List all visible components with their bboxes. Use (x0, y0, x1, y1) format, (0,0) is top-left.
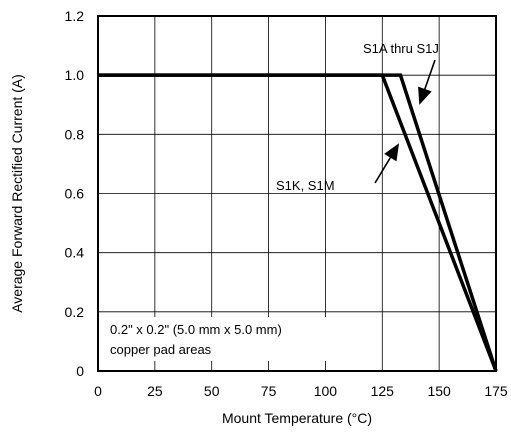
x-tick-label-125: 125 (371, 383, 395, 399)
y-tick-label-0: 0 (76, 363, 84, 379)
copper-pad-note: 0.2" x 0.2" (5.0 mm x 5.0 mm) copper pad… (104, 317, 354, 361)
y-tick-label-6: 1.2 (65, 8, 85, 24)
note-line-2: copper pad areas (110, 342, 212, 357)
plot-frame (97, 15, 497, 372)
series-label-s1a-thru-s1j: S1A thru S1J (363, 41, 439, 56)
x-axis-label: Mount Temperature (°C) (222, 410, 372, 426)
note-background (104, 317, 354, 361)
series-labels: S1A thru S1J S1K, S1M (276, 41, 439, 193)
x-tick-label-150: 150 (427, 383, 451, 399)
x-tick-label-100: 100 (314, 383, 338, 399)
x-tick-label-0: 0 (94, 383, 102, 399)
y-axis-label: Average Forward Rectified Current (A) (9, 74, 25, 313)
y-tick-label-1: 0.2 (65, 304, 85, 320)
y-tick-label-4: 0.8 (65, 126, 85, 142)
y-tick-labels: 0 0.2 0.4 0.6 0.8 1.0 1.2 (65, 8, 85, 379)
x-tick-label-25: 25 (147, 383, 163, 399)
x-tick-labels: 0 25 50 75 100 125 150 175 (94, 383, 508, 399)
note-line-1: 0.2" x 0.2" (5.0 mm x 5.0 mm) (110, 322, 282, 337)
y-tick-label-2: 0.4 (65, 245, 85, 261)
series-line-1 (98, 73, 498, 372)
x-tick-label-75: 75 (261, 383, 277, 399)
y-tick-label-5: 1.0 (65, 67, 85, 83)
series-label-s1k-s1m: S1K, S1M (276, 178, 335, 193)
x-tick-label-50: 50 (204, 383, 220, 399)
callout-arrow-s1k-s1m (374, 143, 400, 184)
y-tick-label-3: 0.6 (65, 186, 85, 202)
series-lines (98, 73, 498, 372)
callout-arrow-s1a-thru-s1j (418, 59, 436, 105)
x-tick-label-175: 175 (484, 383, 508, 399)
